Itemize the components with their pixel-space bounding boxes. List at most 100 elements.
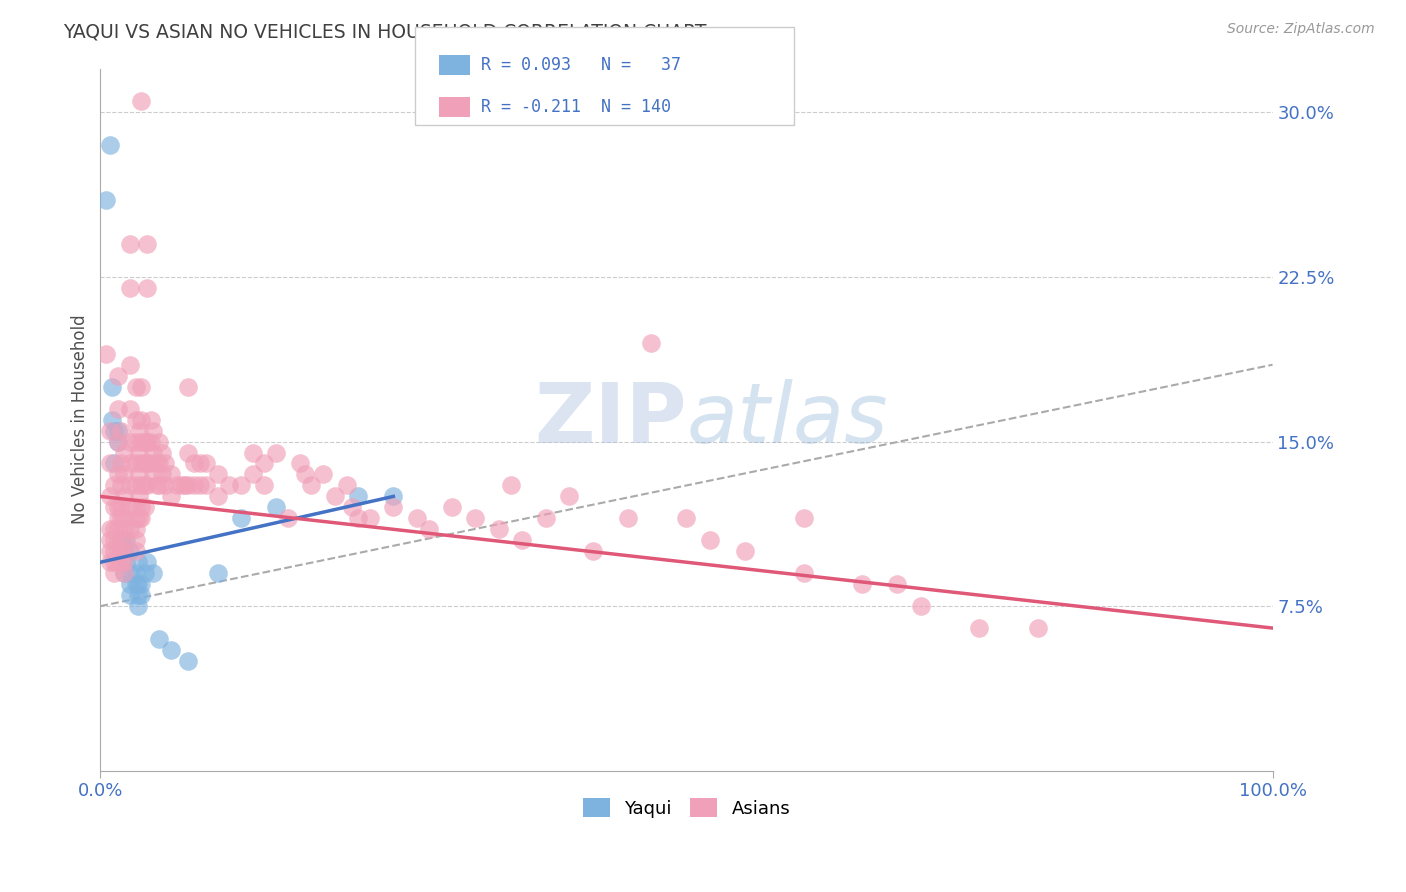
Point [103, 478, 125, 492]
Point [127, 588, 149, 602]
Point [112, 566, 135, 581]
Point [142, 566, 165, 581]
Point [153, 457, 176, 471]
Point [145, 457, 167, 471]
Point [118, 500, 141, 515]
Point [124, 566, 146, 581]
Point [110, 478, 132, 492]
Point [118, 237, 141, 252]
Point [112, 445, 135, 459]
Point [148, 478, 170, 492]
Point [793, 566, 815, 581]
Point [488, 522, 510, 536]
Point [512, 533, 534, 548]
Point [188, 478, 211, 492]
Point [110, 555, 132, 569]
Point [793, 511, 815, 525]
Point [115, 555, 138, 569]
Point [118, 401, 141, 416]
Point [107, 500, 129, 515]
Point [207, 566, 229, 581]
Point [131, 577, 153, 591]
Point [131, 500, 153, 515]
Point [183, 457, 205, 471]
Point [582, 544, 605, 558]
Point [98, 424, 121, 438]
Point [148, 632, 170, 646]
Point [118, 566, 141, 581]
Point [128, 511, 150, 525]
Point [194, 478, 217, 492]
Point [118, 281, 141, 295]
Point [118, 478, 141, 492]
Point [118, 588, 141, 602]
Point [107, 522, 129, 536]
Point [342, 500, 364, 515]
Point [110, 424, 132, 438]
Point [107, 434, 129, 449]
Point [131, 511, 153, 525]
Point [136, 434, 159, 449]
Point [124, 478, 146, 492]
Point [159, 643, 181, 657]
Point [288, 457, 311, 471]
Point [98, 544, 121, 558]
Point [112, 511, 135, 525]
Point [107, 544, 129, 558]
Point [142, 467, 165, 482]
Point [107, 368, 129, 383]
Point [177, 654, 200, 668]
Point [103, 522, 125, 536]
Point [131, 478, 153, 492]
Point [969, 621, 991, 635]
Point [124, 577, 146, 591]
Point [152, 467, 174, 482]
Point [103, 424, 125, 438]
Point [103, 500, 125, 515]
Point [136, 457, 159, 471]
Point [131, 434, 153, 449]
Point [177, 478, 200, 492]
Text: atlas: atlas [686, 379, 889, 460]
Point [110, 544, 132, 558]
Point [98, 555, 121, 569]
Point [218, 478, 240, 492]
Point [207, 467, 229, 482]
Point [405, 511, 427, 525]
Point [124, 533, 146, 548]
Legend: Yaqui, Asians: Yaqui, Asians [575, 791, 797, 825]
Point [118, 544, 141, 558]
Point [229, 511, 252, 525]
Point [131, 457, 153, 471]
Point [347, 490, 370, 504]
Point [131, 588, 153, 602]
Point [131, 412, 153, 426]
Point [207, 490, 229, 504]
Point [134, 566, 156, 581]
Point [107, 533, 129, 548]
Point [98, 522, 121, 536]
Point [188, 457, 211, 471]
Point [127, 599, 149, 614]
Point [124, 380, 146, 394]
Point [110, 511, 132, 525]
Point [177, 380, 200, 394]
Point [558, 490, 581, 504]
Point [107, 401, 129, 416]
Point [128, 424, 150, 438]
Point [294, 467, 316, 482]
Point [128, 445, 150, 459]
Point [112, 490, 135, 504]
Point [101, 380, 124, 394]
Point [110, 500, 132, 515]
Point [118, 358, 141, 372]
Point [107, 511, 129, 525]
Point [142, 424, 165, 438]
Point [173, 478, 195, 492]
Point [166, 478, 188, 492]
Point [103, 533, 125, 548]
Point [323, 490, 346, 504]
Point [172, 478, 194, 492]
Point [103, 566, 125, 581]
Point [617, 511, 640, 525]
